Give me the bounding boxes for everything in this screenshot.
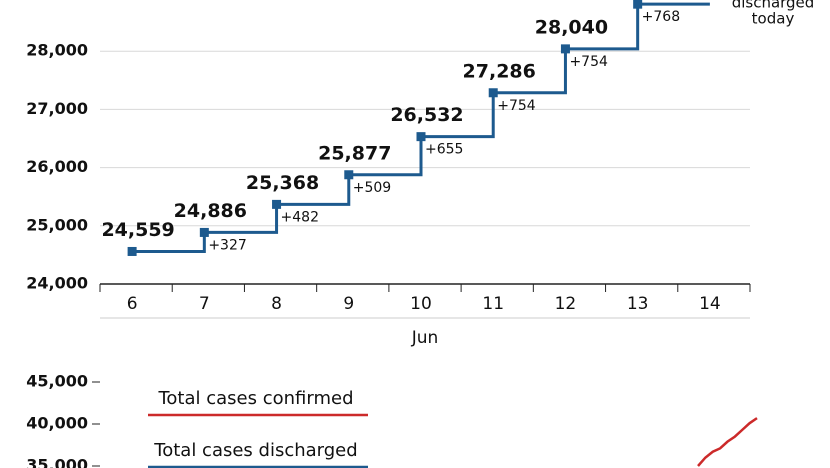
marker — [560, 44, 570, 54]
x-tick-label: 8 — [271, 294, 282, 314]
legend-label: Total cases discharged — [153, 440, 357, 461]
marker — [127, 246, 137, 256]
x-tick-label: 10 — [410, 294, 432, 314]
annotation: today — [752, 10, 795, 28]
increment-label: +754 — [497, 98, 536, 114]
annotation: discharged — [732, 0, 815, 12]
marker — [272, 199, 282, 209]
increment-label: +327 — [208, 237, 246, 253]
value-label: 25,368 — [246, 172, 319, 194]
y-tick-label: 24,000 — [26, 274, 88, 293]
increment-label: +655 — [425, 142, 463, 158]
value-label: 26,532 — [390, 104, 463, 126]
x-tick-label: 9 — [343, 294, 354, 314]
y-tick-label: 26,000 — [26, 157, 88, 176]
x-tick-label: 6 — [127, 294, 138, 314]
marker — [344, 170, 354, 180]
step-line — [132, 2, 710, 253]
x-tick-label: 11 — [482, 294, 504, 314]
y-tick-label: 40,000 — [26, 414, 88, 433]
increment-label: +482 — [281, 209, 319, 225]
series-line — [697, 417, 758, 467]
y-tick-label: 35,000 — [26, 456, 88, 468]
marker — [488, 88, 498, 98]
x-tick-label: 12 — [555, 294, 577, 314]
value-label: 25,877 — [318, 142, 391, 164]
y-tick-label: 27,000 — [26, 99, 88, 118]
value-label: 27,286 — [463, 60, 536, 82]
increment-label: +768 — [642, 9, 680, 25]
x-axis-label: Jun — [411, 328, 439, 348]
increment-label: +509 — [353, 180, 391, 196]
marker — [416, 132, 426, 142]
y-tick-label: 29,000 — [26, 0, 88, 2]
value-label: 24,559 — [101, 219, 174, 241]
increment-label: +754 — [569, 54, 608, 70]
x-tick-label: 7 — [199, 294, 210, 314]
value-label: 24,886 — [174, 200, 247, 222]
marker — [633, 0, 643, 9]
y-tick-label: 45,000 — [26, 372, 88, 391]
marker — [199, 227, 209, 237]
value-label: 28,040 — [535, 16, 608, 38]
x-tick-label: 14 — [699, 294, 721, 314]
y-tick-label: 28,000 — [26, 41, 88, 60]
y-tick-label: 25,000 — [26, 215, 88, 234]
x-tick-label: 13 — [627, 294, 649, 314]
legend-label: Total cases confirmed — [157, 388, 353, 409]
